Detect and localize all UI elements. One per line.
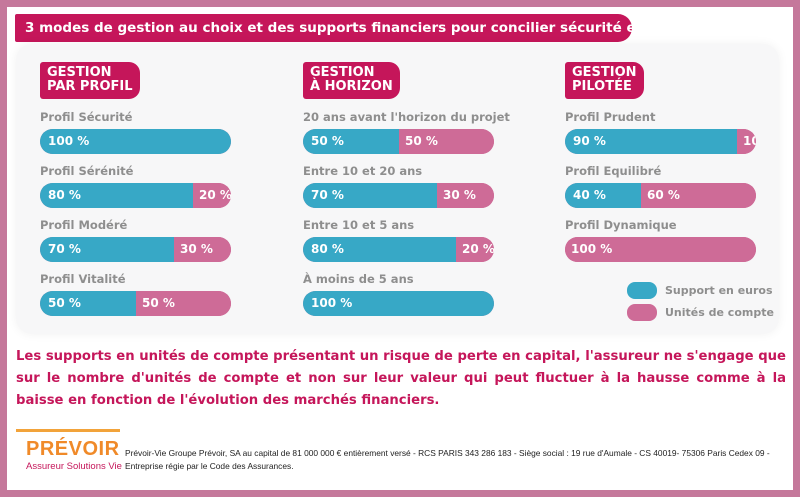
logo-tagline: Assureur Solutions Vie	[26, 461, 122, 472]
header-banner: 3 modes de gestion au choix et des suppo…	[15, 14, 744, 42]
bar-label: À moins de 5 ans	[303, 272, 414, 286]
legend-label-euro: Support en euros	[665, 284, 773, 297]
bar-label: Entre 10 et 20 ans	[303, 164, 423, 178]
stacked-bar: 80 % 20 %	[303, 237, 494, 262]
bar-label: Profil Modéré	[40, 218, 128, 232]
bar-segment-uc: 50 %	[399, 129, 494, 154]
group-title-line2: PAR PROFIL	[47, 79, 133, 94]
group-title-line2: À HORIZON	[310, 79, 393, 94]
bar-label: Entre 10 et 5 ans	[303, 218, 415, 232]
bar-segment-euro: 70 %	[303, 183, 437, 208]
bar-label: Profil Prudent	[565, 110, 656, 124]
bar-segment-uc: 50 %	[136, 291, 231, 316]
bar-label: Profil Sérénité	[40, 164, 134, 178]
bar-label: 20 ans avant l'horizon du projet	[303, 110, 510, 124]
stacked-bar: 100 %	[303, 291, 494, 316]
bar-segment-uc: 60 %	[641, 183, 756, 208]
footer-legal-text: Prévoir-Vie Groupe Prévoir, SA au capita…	[125, 448, 770, 471]
stacked-bar: 70 % 30 %	[303, 183, 494, 208]
bar-segment-euro: 100 %	[40, 129, 231, 154]
logo-wordmark: PRÉVOIR	[26, 438, 120, 460]
bar-segment-uc: 30 %	[174, 237, 231, 262]
bar-segment-euro: 50 %	[303, 129, 399, 154]
group-title-2: GESTION PILOTÉE	[565, 62, 644, 99]
bar-segment-uc: 30 %	[437, 183, 494, 208]
disclaimer-text: Les supports en unités de compte présent…	[16, 349, 786, 408]
stacked-bar: 100 %	[565, 237, 756, 262]
header-title: 3 modes de gestion au choix et des suppo…	[25, 20, 744, 36]
stacked-bar: 100 %	[40, 129, 231, 154]
logo-line	[16, 429, 120, 432]
bar-segment-euro: 70 %	[40, 237, 174, 262]
stacked-bar: 50 % 50 %	[303, 129, 494, 154]
bar-segment-euro: 80 %	[303, 237, 456, 262]
bar-segment-euro: 80 %	[40, 183, 193, 208]
bar-label: Profil Vitalité	[40, 272, 126, 286]
group-title-line1: GESTION	[310, 65, 375, 80]
group-title-line2: PILOTÉE	[572, 79, 632, 94]
bar-segment-uc: 20 %	[193, 183, 231, 208]
stacked-bar: 70 % 30 %	[40, 237, 231, 262]
legend-swatch-uc	[627, 304, 657, 321]
bar-label: Profil Equilibré	[565, 164, 662, 178]
bar-label: Profil Sécurité	[40, 110, 133, 124]
bar-segment-euro: 50 %	[40, 291, 136, 316]
bar-segment-uc: 10 %	[737, 129, 756, 154]
group-title-line1: GESTION	[572, 65, 637, 80]
bar-label: Profil Dynamique	[565, 218, 677, 232]
bar-segment-uc: 100 %	[565, 237, 756, 262]
bar-segment-uc: 20 %	[456, 237, 494, 262]
stacked-bar: 90 %10 %	[565, 129, 756, 154]
legend-swatch-euro	[627, 282, 657, 299]
group-title-1: GESTION À HORIZON	[303, 62, 400, 99]
group-title-line1: GESTION	[47, 65, 112, 80]
group-title-0: GESTION PAR PROFIL	[40, 62, 140, 99]
stacked-bar: 80 % 20 %	[40, 183, 231, 208]
legend-label-uc: Unités de compte	[665, 306, 774, 319]
stacked-bar: 40 % 60 %	[565, 183, 756, 208]
bar-segment-euro: 100 %	[303, 291, 494, 316]
bar-segment-euro: 40 %	[565, 183, 641, 208]
bar-segment-euro: 90 %	[565, 129, 737, 154]
stacked-bar: 50 % 50 %	[40, 291, 231, 316]
